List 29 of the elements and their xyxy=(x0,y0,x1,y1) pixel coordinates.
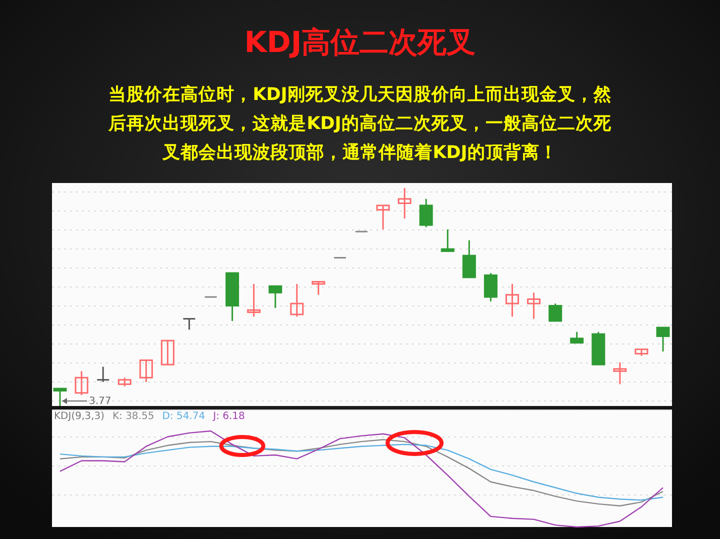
candlestick xyxy=(74,370,88,396)
candlestick xyxy=(290,283,304,318)
candlestick xyxy=(96,366,110,383)
candlestick xyxy=(182,318,196,330)
candlestick xyxy=(268,285,282,309)
candlestick xyxy=(484,272,498,302)
candlestick xyxy=(139,359,153,383)
candlestick xyxy=(440,228,454,252)
candlestick xyxy=(312,280,326,296)
candlestick xyxy=(462,240,476,278)
text: K: 38.55 xyxy=(112,411,154,422)
candlestick xyxy=(160,340,174,366)
chart-subtitle: 当股价在高位时，KDJ刚死叉没几天因股价向上而出现金叉，然后再次出现死叉，这就是KDJ的高位二次死叉，一般高位二次死叉都会出现波段顶部，通常伴随着KDJ的顶背离！ xyxy=(108,84,612,163)
candlestick xyxy=(656,326,670,352)
annotation: 3.77 xyxy=(89,396,112,407)
candlestick xyxy=(527,292,541,320)
candlestick xyxy=(53,388,67,407)
candlestick xyxy=(247,283,261,318)
text: D: 54.74 xyxy=(162,411,206,422)
chart-title: KDJ高位二次死叉 xyxy=(244,25,476,59)
candlestick xyxy=(570,331,584,344)
series-label: J: 6.18 xyxy=(212,411,245,422)
chart-title: KDJ(9,3,3) xyxy=(54,411,105,422)
candlestick xyxy=(398,187,412,220)
candlestick xyxy=(506,283,519,318)
candlestick xyxy=(376,204,390,230)
candlestick xyxy=(613,362,627,385)
candlestick xyxy=(548,302,562,322)
candlestick xyxy=(419,198,433,228)
